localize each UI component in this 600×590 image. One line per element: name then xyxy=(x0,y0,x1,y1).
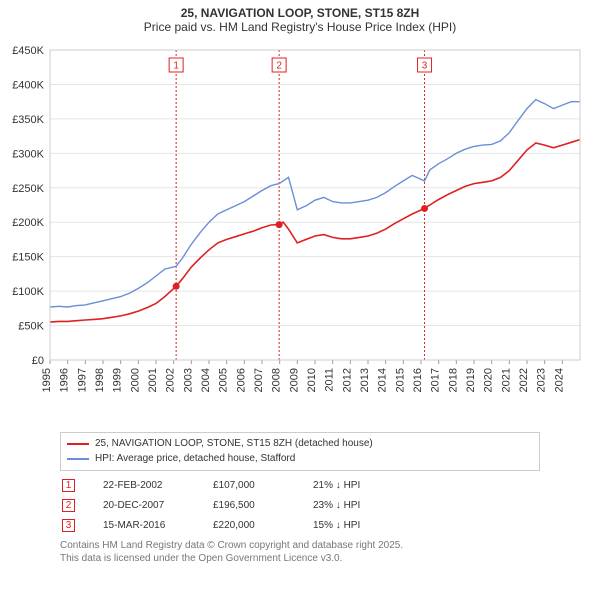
footer: Contains HM Land Registry data © Crown c… xyxy=(60,540,560,565)
sale-diff: 21% ↓ HPI xyxy=(313,480,360,491)
svg-text:2007: 2007 xyxy=(253,368,265,392)
sale-note-row: 3 15-MAR-2016 £220,000 15% ↓ HPI xyxy=(60,516,540,534)
svg-text:2002: 2002 xyxy=(165,368,177,392)
sale-badge: 2 xyxy=(62,499,75,512)
svg-text:1995: 1995 xyxy=(41,368,53,392)
legend-swatch xyxy=(67,443,89,445)
svg-text:2022: 2022 xyxy=(518,368,530,392)
svg-text:2016: 2016 xyxy=(412,368,424,392)
svg-text:2012: 2012 xyxy=(341,368,353,392)
sale-price: £196,500 xyxy=(213,500,313,511)
sale-diff: 15% ↓ HPI xyxy=(313,520,360,531)
svg-text:2000: 2000 xyxy=(129,368,141,392)
footer-line: Contains HM Land Registry data © Crown c… xyxy=(60,540,560,553)
legend-label: 25, NAVIGATION LOOP, STONE, ST15 8ZH (de… xyxy=(95,438,373,449)
svg-text:2019: 2019 xyxy=(465,368,477,392)
svg-text:2008: 2008 xyxy=(271,368,283,392)
svg-text:2014: 2014 xyxy=(377,368,389,392)
sale-note-row: 1 22-FEB-2002 £107,000 21% ↓ HPI xyxy=(60,476,540,494)
svg-text:2013: 2013 xyxy=(359,368,371,392)
svg-text:£150K: £150K xyxy=(12,252,44,264)
svg-text:2021: 2021 xyxy=(500,368,512,392)
svg-text:£400K: £400K xyxy=(12,79,44,91)
chart-title-line2: Price paid vs. HM Land Registry's House … xyxy=(0,20,600,34)
svg-text:£100K: £100K xyxy=(12,286,44,298)
chart-container: 25, NAVIGATION LOOP, STONE, ST15 8ZH Pri… xyxy=(0,0,600,590)
sale-date: 22-FEB-2002 xyxy=(103,480,213,491)
sale-date: 15-MAR-2016 xyxy=(103,520,213,531)
svg-text:1998: 1998 xyxy=(94,368,106,392)
footer-line: This data is licensed under the Open Gov… xyxy=(60,553,560,566)
sale-diff: 23% ↓ HPI xyxy=(313,500,360,511)
svg-text:2018: 2018 xyxy=(447,368,459,392)
legend: 25, NAVIGATION LOOP, STONE, ST15 8ZH (de… xyxy=(60,432,540,471)
svg-text:1997: 1997 xyxy=(76,368,88,392)
svg-text:2006: 2006 xyxy=(235,368,247,392)
svg-text:2020: 2020 xyxy=(483,368,495,392)
svg-text:2004: 2004 xyxy=(200,368,212,392)
svg-text:1999: 1999 xyxy=(112,368,124,392)
legend-item: 25, NAVIGATION LOOP, STONE, ST15 8ZH (de… xyxy=(67,436,533,451)
svg-text:2005: 2005 xyxy=(218,368,230,392)
svg-text:1996: 1996 xyxy=(59,368,71,392)
svg-text:2001: 2001 xyxy=(147,368,159,392)
chart-svg: £0 £50K £100K £150K £200K £250K £300K £350K £400… xyxy=(0,40,600,425)
sale-badge: 3 xyxy=(62,519,75,532)
svg-text:2011: 2011 xyxy=(324,368,336,392)
sale-badge: 1 xyxy=(62,479,75,492)
svg-text:3: 3 xyxy=(422,61,428,72)
svg-text:£50K: £50K xyxy=(18,321,44,333)
svg-text:£350K: £350K xyxy=(12,114,44,126)
legend-label: HPI: Average price, detached house, Staf… xyxy=(95,453,295,464)
svg-text:£450K: £450K xyxy=(12,45,44,57)
sale-price: £107,000 xyxy=(213,480,313,491)
sale-price: £220,000 xyxy=(213,520,313,531)
svg-text:2010: 2010 xyxy=(306,368,318,392)
header: 25, NAVIGATION LOOP, STONE, ST15 8ZH Pri… xyxy=(0,0,600,34)
svg-text:2: 2 xyxy=(276,61,282,72)
svg-text:2023: 2023 xyxy=(536,368,548,392)
svg-text:2017: 2017 xyxy=(430,368,442,392)
svg-text:2024: 2024 xyxy=(553,368,565,392)
svg-text:£200K: £200K xyxy=(12,217,44,229)
svg-text:£300K: £300K xyxy=(12,148,44,160)
svg-text:2009: 2009 xyxy=(288,368,300,392)
sale-notes: 1 22-FEB-2002 £107,000 21% ↓ HPI 2 20-DE… xyxy=(60,474,540,534)
legend-item: HPI: Average price, detached house, Staf… xyxy=(67,451,533,466)
legend-swatch xyxy=(67,458,89,460)
chart-title-line1: 25, NAVIGATION LOOP, STONE, ST15 8ZH xyxy=(0,6,600,20)
svg-text:£0: £0 xyxy=(32,355,44,367)
sale-date: 20-DEC-2007 xyxy=(103,500,213,511)
svg-text:2003: 2003 xyxy=(182,368,194,392)
svg-text:2015: 2015 xyxy=(394,368,406,392)
svg-text:1: 1 xyxy=(173,61,179,72)
svg-text:£250K: £250K xyxy=(12,183,44,195)
sale-note-row: 2 20-DEC-2007 £196,500 23% ↓ HPI xyxy=(60,496,540,514)
